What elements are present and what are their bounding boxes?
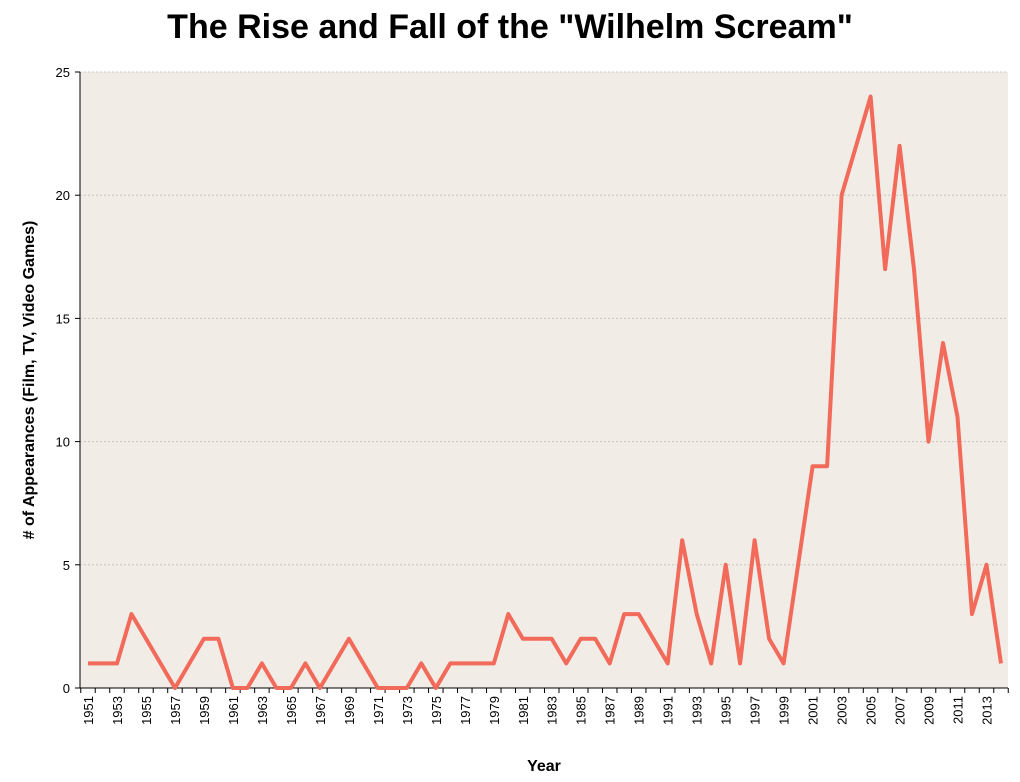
y-tick-label: 5 [63, 558, 70, 573]
x-tick-label: 1967 [313, 696, 328, 725]
plot-area [80, 72, 1008, 688]
x-tick-label: 1973 [400, 696, 415, 725]
y-tick-label: 25 [56, 65, 70, 80]
x-tick-label: 1989 [632, 696, 647, 725]
x-tick-label: 1985 [574, 696, 589, 725]
gridlines [80, 71, 1008, 566]
x-tick-label: 1993 [690, 696, 705, 725]
chart-title: The Rise and Fall of the "Wilhelm Scream… [167, 8, 853, 46]
x-tick-label: 1983 [545, 696, 560, 725]
x-tick-label: 2001 [806, 696, 821, 725]
x-tick-label: 2009 [922, 696, 937, 725]
x-tick-label: 1987 [603, 696, 618, 725]
x-tick-label: 1995 [719, 696, 734, 725]
x-tick-label: 1971 [371, 696, 386, 725]
x-tick-label: 2007 [893, 696, 908, 725]
x-tick-label: 1977 [458, 696, 473, 725]
x-tick-label: 1959 [197, 696, 212, 725]
x-tick-label: 1999 [777, 696, 792, 725]
y-tick-label: 10 [56, 435, 70, 450]
y-tick-label: 0 [63, 681, 70, 696]
x-tick-label: 1963 [255, 696, 270, 725]
x-tick-label: 1961 [226, 696, 241, 725]
x-tick-label: 1955 [139, 696, 154, 725]
series-line [88, 94, 1003, 690]
x-tick-label: 1997 [748, 696, 763, 725]
x-tick-label: 1981 [516, 696, 531, 725]
x-tick-label: 1991 [661, 696, 676, 725]
x-tick-label: 1953 [110, 696, 125, 725]
x-tick-label: 2005 [864, 696, 879, 725]
x-tick-label: 1965 [284, 696, 299, 725]
x-tick-label: 1975 [429, 696, 444, 725]
x-tick-label: 1951 [81, 696, 96, 725]
y-axis-ticks: 0 5 10 15 20 25 [56, 65, 80, 696]
y-tick-label: 20 [56, 188, 70, 203]
x-tick-label: 1957 [168, 696, 183, 725]
x-tick-label: 1969 [342, 696, 357, 725]
x-tick-label: 1979 [487, 696, 502, 725]
x-axis-label: Year [527, 758, 561, 775]
x-tick-label: 2011 [951, 696, 966, 724]
x-tick-label: 2003 [835, 696, 850, 725]
x-axis-ticks: 1951 1953 1955 1957 1959 1961 1963 1965 1967 1969… [80, 688, 1009, 725]
x-tick-label: 2013 [980, 696, 995, 725]
y-axis-label: # of Appearances (Film, TV, Video Games) [21, 221, 38, 540]
y-tick-label: 15 [56, 311, 70, 326]
